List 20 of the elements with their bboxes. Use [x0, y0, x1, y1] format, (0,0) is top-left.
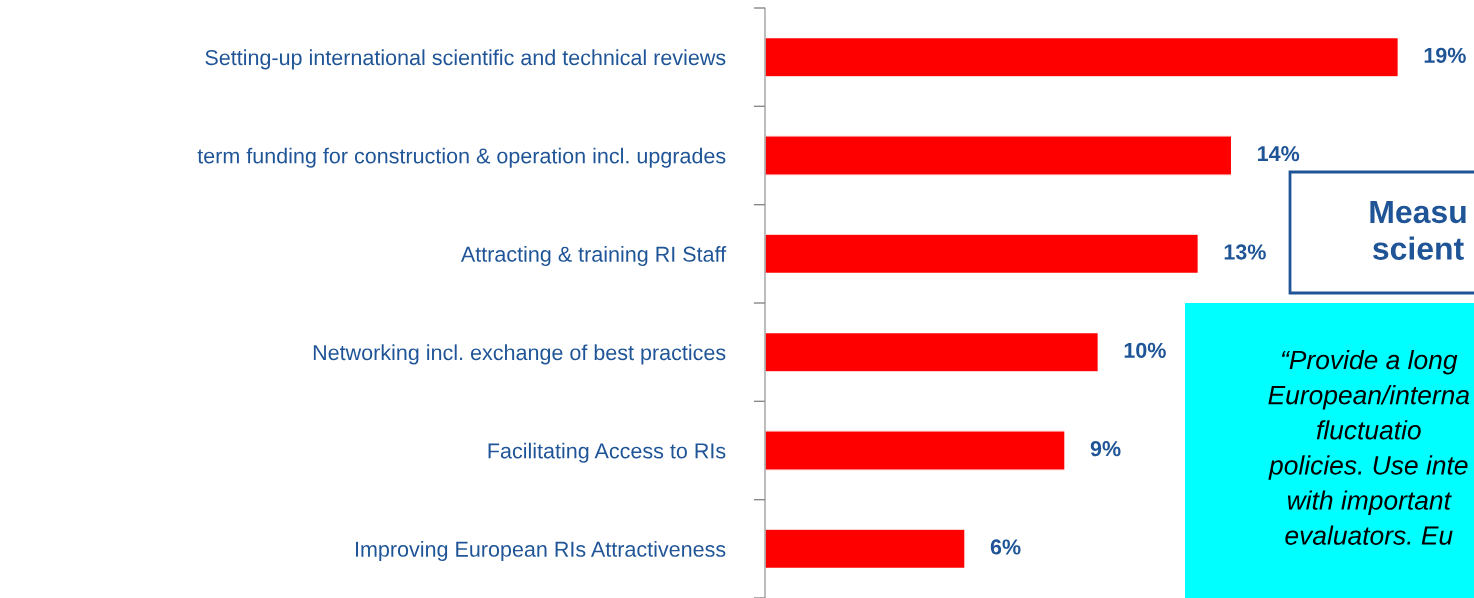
annotation: Measu scient	[1370, 200, 1466, 260]
data-label: 14%	[1258, 146, 1300, 162]
data-label: 13%	[1224, 244, 1266, 260]
data-label: 9%	[1090, 441, 1121, 457]
y-tick-label: term funding for construction & operation incl. upgrades	[197, 147, 726, 168]
y-tick-label: Networking incl. exchange of best practices	[313, 344, 726, 365]
y-tick-label: Setting-up international scientific and technical reviews	[205, 49, 726, 70]
y-tick-label: Attracting & training RI Staff	[460, 246, 727, 267]
bar	[765, 331, 1100, 373]
bar	[765, 233, 1200, 275]
y-tick-label: Improving European RIs Attractiveness	[355, 541, 726, 562]
annotation: “Provide a long European/interna fluctuatio policies. Use inte with important evaluators. Eu	[1268, 349, 1470, 545]
bar	[765, 36, 1400, 78]
bar	[765, 430, 1066, 471]
bar	[765, 528, 966, 570]
bar	[765, 135, 1233, 176]
y-tick-label: Facilitating Access to RIs	[488, 442, 726, 463]
data-label: 10%	[1124, 342, 1166, 358]
data-label: 19%	[1424, 47, 1466, 63]
data-label: 6%	[990, 539, 1021, 555]
